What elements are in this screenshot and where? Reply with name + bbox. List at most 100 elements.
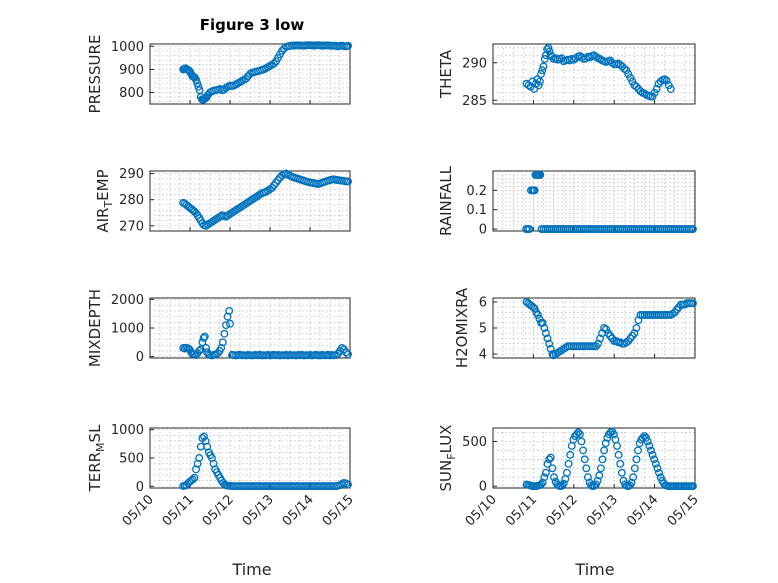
y-axis-label: MIXDEPTH <box>86 289 104 367</box>
y-tick-label: 290 <box>119 167 144 182</box>
data-point <box>642 433 651 442</box>
data-point <box>537 70 546 78</box>
data-point <box>550 473 558 482</box>
y-tick-label: 0 <box>136 350 144 365</box>
data-point <box>543 334 552 343</box>
data-point <box>632 324 641 332</box>
x-tick-label: 05/13 <box>584 492 621 529</box>
x-axis-label-left: Time <box>231 560 271 579</box>
data-point <box>629 473 638 482</box>
y-tick-label: 0 <box>479 223 487 238</box>
panel-rainfall: 0 0.1 0.2 RAINFALL <box>437 165 697 238</box>
data-point <box>577 437 586 446</box>
panel-theta: 285 290 THETA <box>437 43 696 109</box>
data-point <box>195 454 204 462</box>
data-point <box>535 77 544 86</box>
data-point <box>647 446 655 455</box>
data-point <box>652 85 661 93</box>
data-point <box>664 81 673 90</box>
data-point <box>200 332 209 341</box>
data-point <box>651 459 660 468</box>
data-point <box>332 351 340 360</box>
x-tick-label: 05/14 <box>280 492 317 529</box>
data-point <box>572 430 581 439</box>
data-point <box>624 70 633 78</box>
data-point <box>222 321 230 330</box>
data-point <box>602 325 611 334</box>
data-point <box>543 459 552 468</box>
data-point <box>689 225 697 234</box>
panel-air-temp: 270 280 290 AIRTEMP <box>94 167 352 234</box>
y-tick-label: 500 <box>462 435 487 450</box>
data-point <box>596 334 605 343</box>
data-point <box>653 464 662 473</box>
panel-sun-flux: 0 500 05/10 05/11 05/12 05/13 05/14 05/15 SUNFLU… <box>437 425 702 530</box>
data-point <box>194 82 203 91</box>
data-point <box>620 64 629 73</box>
data-point <box>344 350 352 359</box>
y-tick-label: 0 <box>136 480 144 495</box>
data-point <box>630 329 639 338</box>
data-point <box>538 478 547 487</box>
data-point <box>220 329 229 338</box>
data-point <box>666 85 675 93</box>
data-point <box>545 339 554 348</box>
data-point <box>199 334 208 342</box>
y-axis-label: RAINFALL <box>437 165 455 236</box>
data-point <box>650 88 659 97</box>
data-point <box>226 319 234 328</box>
y-tick-label: 1000 <box>111 423 144 438</box>
data-point <box>613 441 621 450</box>
y-tick-label: 285 <box>462 94 487 109</box>
panel-terr-msl: 0 500 1000 05/10 05/11 05/12 05/13 05/14 05/15 TE… <box>86 423 357 529</box>
data-point <box>582 464 591 473</box>
data-point <box>566 450 575 459</box>
data-point <box>574 428 583 437</box>
data-point <box>575 430 584 439</box>
x-tick-label: 05/15 <box>665 492 702 529</box>
y-axis-label: THETA <box>437 49 455 99</box>
data-point <box>645 441 654 450</box>
data-point <box>609 430 618 439</box>
data-point <box>278 46 286 55</box>
y-tick-label: 6 <box>479 295 487 310</box>
data-point <box>634 316 643 325</box>
y-tick-label: 500 <box>119 452 144 467</box>
data-point <box>344 177 352 186</box>
data-point <box>592 480 600 489</box>
data-point <box>188 475 197 484</box>
y-tick-label: 0.2 <box>466 184 487 199</box>
data-point <box>656 473 665 482</box>
data-point <box>632 455 641 464</box>
data-point <box>592 52 600 61</box>
data-point <box>600 446 609 455</box>
panel-mixdepth: 0 1000 2000 MIXDEPTH <box>86 289 352 367</box>
y-tick-label: 0.1 <box>466 203 487 218</box>
figure-title: Figure 3 low <box>200 16 305 34</box>
data-point <box>636 87 645 96</box>
data-point <box>537 480 546 489</box>
data-point <box>545 455 554 464</box>
data-point <box>580 455 589 464</box>
y-axis-label: AIRTEMP <box>94 169 115 232</box>
data-point <box>616 459 625 468</box>
y-tick-label: 5 <box>479 322 487 337</box>
x-tick-label: 05/14 <box>624 492 661 529</box>
data-point <box>530 186 539 195</box>
data-point <box>596 55 605 63</box>
data-point <box>648 92 657 101</box>
y-axis-label: SUNFLUX <box>437 425 458 492</box>
data-point <box>544 43 553 52</box>
x-tick-label: 05/11 <box>160 492 197 529</box>
data-point <box>650 455 659 464</box>
data-point <box>594 339 602 348</box>
y-tick-label: 2000 <box>111 293 144 308</box>
data-point <box>540 55 549 63</box>
data-point <box>533 311 542 319</box>
data-point <box>655 468 663 477</box>
y-axis-label: H2OMIXRA <box>453 287 471 368</box>
data-point <box>338 344 346 352</box>
data-point <box>595 471 604 480</box>
data-point <box>546 344 555 353</box>
y-axis-label: TERRMSL <box>86 424 107 493</box>
